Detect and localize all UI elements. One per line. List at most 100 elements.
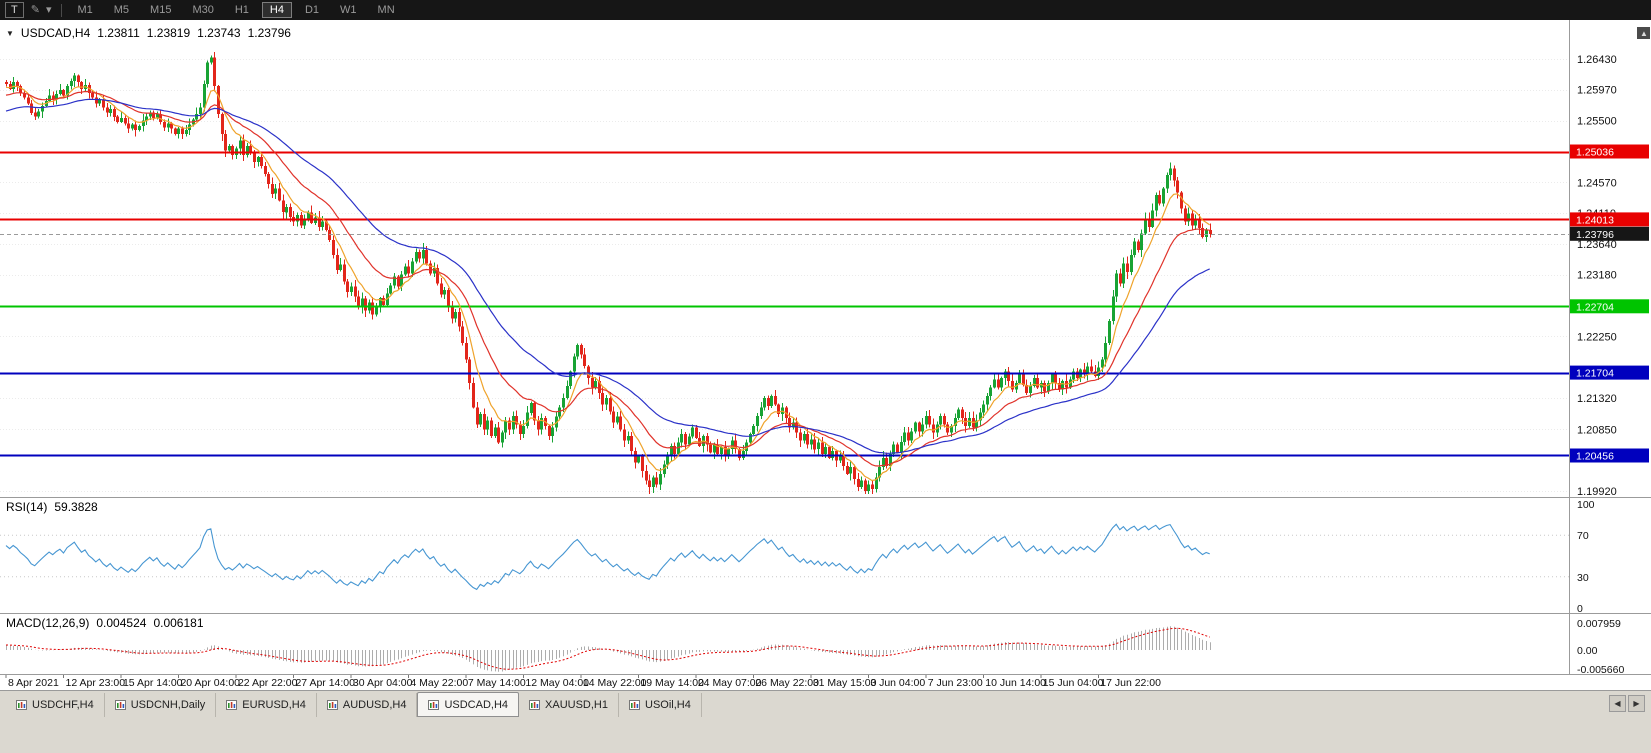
chart-tab-eurusdh4[interactable]: EURUSD,H4 [216, 692, 317, 717]
tab-scroll-left-button[interactable]: ◀ [1609, 695, 1626, 712]
price-level-label [1570, 212, 1649, 227]
svg-text:1.21320: 1.21320 [1577, 393, 1617, 405]
macd-signal-line [5, 627, 1210, 670]
svg-text:22 Apr 22:00: 22 Apr 22:00 [238, 677, 298, 689]
chart-symbol-label: USDCAD,H4 [20, 26, 91, 40]
timeframe-button-m15[interactable]: M15 [150, 4, 172, 16]
chart-tab-usdchfh4[interactable]: USDCHF,H4 [6, 692, 105, 717]
svg-text:1.24570: 1.24570 [1577, 177, 1617, 189]
svg-text:30: 30 [1577, 572, 1589, 584]
tab-scroll-right-button[interactable]: ▶ [1628, 695, 1645, 712]
svg-text:12 Apr 23:00: 12 Apr 23:00 [65, 677, 125, 689]
svg-text:1.23796: 1.23796 [1576, 229, 1614, 241]
svg-text:1.22250: 1.22250 [1577, 331, 1617, 343]
svg-text:15 Apr 14:00: 15 Apr 14:00 [123, 677, 183, 689]
svg-text:0.00: 0.00 [1577, 645, 1598, 657]
collapse-arrow-icon[interactable]: ▼ [6, 28, 14, 38]
svg-text:100: 100 [1577, 499, 1595, 511]
svg-text:-0.005660: -0.005660 [1577, 664, 1624, 676]
svg-text:1.22704: 1.22704 [1576, 301, 1614, 313]
tab-chart-icon [529, 699, 541, 710]
chart-header: ▼ USDCAD,H4 1.23811 1.23819 1.23743 1.23… [6, 26, 291, 40]
chart-scroll-up-button[interactable] [1637, 27, 1650, 39]
candles-layer [5, 51, 1212, 494]
svg-text:1.24013: 1.24013 [1576, 214, 1614, 226]
svg-text:1.23180: 1.23180 [1577, 270, 1617, 282]
svg-text:17 Jun 22:00: 17 Jun 22:00 [1100, 677, 1161, 689]
tab-chart-icon [16, 699, 27, 710]
svg-text:12 May 04:00: 12 May 04:00 [525, 677, 589, 689]
svg-text:1.25036: 1.25036 [1576, 147, 1614, 159]
ma-fast-line [5, 85, 1211, 482]
timeframe-button-mn[interactable]: MN [377, 4, 395, 16]
quote-close: 1.23796 [247, 26, 291, 40]
svg-text:1.19920: 1.19920 [1577, 486, 1617, 498]
svg-text:15 Jun 04:00: 15 Jun 04:00 [1043, 677, 1104, 689]
chart-tab-audusdh4[interactable]: AUDUSD,H4 [317, 692, 418, 717]
timeframe-button-d1[interactable]: D1 [304, 4, 320, 16]
svg-text:19 May 14:00: 19 May 14:00 [640, 677, 704, 689]
timeframe-button-m30[interactable]: M30 [192, 4, 214, 16]
tab-label: AUDUSD,H4 [342, 698, 407, 711]
svg-text:27 Apr 14:00: 27 Apr 14:00 [295, 677, 355, 689]
tab-label: XAUUSD,H1 [545, 698, 608, 711]
svg-text:1.23640: 1.23640 [1577, 239, 1617, 251]
svg-text:7 May 14:00: 7 May 14:00 [468, 677, 526, 689]
timeframe-button-group: M1 M5 M15 M30 H1 H4 D1 W1 MN [69, 2, 402, 18]
ma-mid-line [5, 90, 1210, 467]
timeframe-button-h4[interactable]: H4 [261, 2, 292, 18]
text-tool-button[interactable]: T [5, 2, 24, 18]
tab-label: USOil,H4 [645, 698, 691, 711]
svg-text:26 May 22:00: 26 May 22:00 [755, 677, 819, 689]
chart-tab-usdcnhdaily[interactable]: USDCNH,Daily [105, 692, 217, 717]
timeframe-button-w1[interactable]: W1 [340, 4, 357, 16]
chart-tab-usoilh4[interactable]: USOil,H4 [619, 692, 702, 717]
price-level-label [1570, 448, 1649, 463]
price-axis[interactable]: 1.264301.259701.255001.245701.241101.236… [1570, 27, 1650, 498]
quote-high: 1.23819 [146, 26, 191, 40]
toolbar-separator [61, 3, 63, 17]
svg-text:0.007959: 0.007959 [1577, 618, 1621, 630]
chart-window[interactable]: 100 70 30 0 0.007959 0.00 -0.005660 1.26430 1.25… [0, 20, 1651, 690]
svg-text:7 Jun 23:00: 7 Jun 23:00 [928, 677, 983, 689]
svg-text:10 Jun 14:00: 10 Jun 14:00 [985, 677, 1046, 689]
rsi-pane: 100 70 30 0 [0, 499, 1595, 615]
svg-text:1.26430: 1.26430 [1577, 54, 1617, 66]
pencil-icon[interactable]: ✎ [30, 4, 40, 16]
timeframe-button-m1[interactable]: M1 [77, 4, 93, 16]
svg-text:1.20850: 1.20850 [1577, 424, 1617, 436]
macd-main-value: 0.004524 [96, 616, 147, 630]
svg-text:1.25970: 1.25970 [1577, 85, 1617, 97]
tab-scroll-buttons: ◀ ▶ [1609, 695, 1645, 712]
horizontal-levels-layer[interactable] [0, 151, 1569, 457]
svg-text:31 May 15:00: 31 May 15:00 [813, 677, 877, 689]
chart-tab-usdcadh4[interactable]: USDCAD,H4 [417, 692, 520, 717]
svg-text:30 Apr 04:00: 30 Apr 04:00 [353, 677, 413, 689]
timeframe-button-h1[interactable]: H1 [234, 4, 249, 16]
ma-slow-line [5, 98, 1210, 454]
rsi-label: RSI(14) 59.3828 [6, 500, 98, 514]
timeframe-button-m5[interactable]: M5 [113, 4, 130, 16]
rsi-line [5, 523, 1210, 591]
tab-chart-icon [629, 699, 640, 710]
tab-chart-icon [226, 699, 238, 710]
tab-label: EURUSD,H4 [242, 698, 306, 711]
macd-signal-value: 0.006181 [153, 616, 204, 630]
macd-label: MACD(12,26,9) 0.004524 0.006181 [6, 616, 204, 630]
svg-text:3 Jun 04:00: 3 Jun 04:00 [870, 677, 925, 689]
chart-tab-xauusdh1[interactable]: XAUUSD,H1 [519, 692, 619, 717]
moving-averages-layer [5, 85, 1211, 482]
svg-text:8 Apr 2021: 8 Apr 2021 [8, 677, 59, 689]
svg-text:4 May 22:00: 4 May 22:00 [410, 677, 468, 689]
price-chart-canvas[interactable]: 100 70 30 0 0.007959 0.00 -0.005660 1.26430 1.25… [0, 20, 1651, 690]
svg-text:20 Apr 04:00: 20 Apr 04:00 [180, 677, 240, 689]
macd-name: MACD(12,26,9) [6, 616, 90, 630]
grid-layer [0, 59, 1569, 492]
dropdown-caret-icon[interactable]: ▾ [45, 4, 52, 16]
tab-chart-icon [428, 699, 440, 710]
price-level-label [1570, 365, 1649, 380]
macd-pane: 0.007959 0.00 -0.005660 [5, 618, 1624, 676]
chart-tab-bar: USDCHF,H4 USDCNH,Daily EURUSD,H4 AUDUSD,H4 U… [0, 690, 1651, 753]
tab-chart-icon [114, 699, 126, 710]
